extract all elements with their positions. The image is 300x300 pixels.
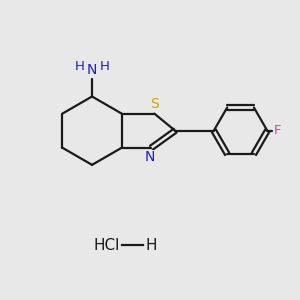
Text: H: H [75,60,85,73]
Text: F: F [274,124,281,137]
Text: N: N [87,63,97,77]
Text: H: H [146,238,157,253]
Text: H: H [100,60,110,73]
Text: HCl: HCl [94,238,120,253]
Text: N: N [145,150,155,164]
Text: S: S [150,97,159,111]
